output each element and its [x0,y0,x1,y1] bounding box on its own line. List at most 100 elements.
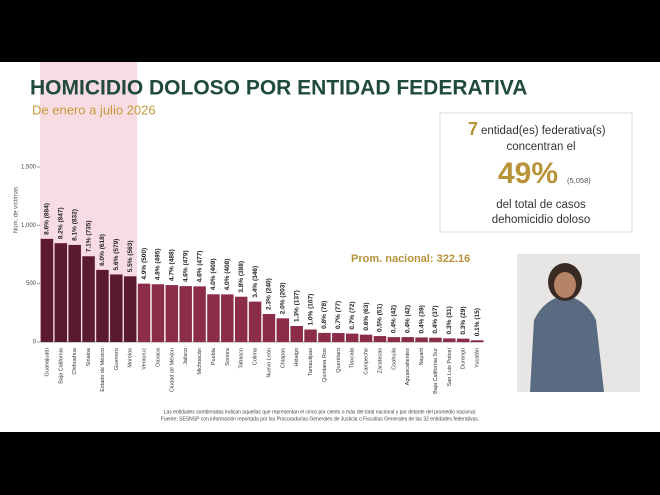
bar [456,338,470,342]
x-tick-label: Yucatán [475,348,481,368]
x-tick-label: Zacatecas [377,348,383,374]
bar [207,294,220,342]
chart-title: HOMICIDIO DOLOSO POR ENTIDAD FEDERATIVA [30,77,527,100]
x-tick-label: Puebla [211,347,217,365]
x-tick-label: Quintana Roo [322,348,328,382]
x-tick-label: Tlaxcala [350,347,356,368]
callout-count: 7 [468,119,478,139]
annotation: Prom. nacional: 322.16 [351,253,470,265]
bar [318,332,331,342]
x-tick-label: Chihuahua [72,347,78,375]
data-label: 4.6% (479) [182,250,189,282]
bar [165,285,179,342]
bar [429,337,442,342]
bar [332,333,345,342]
bar [359,334,373,342]
x-tick-label: Ciudad de México [169,348,175,392]
x-tick-label: Durango [461,348,467,369]
data-label: 5.6% (579) [113,239,120,271]
y-tick-label: 0 [33,340,37,346]
bar [373,336,387,342]
x-tick-label: Guerrero [114,348,120,370]
x-tick-label: Baja California [58,347,64,384]
callout-percent: 49% [498,157,558,190]
data-label: 8.1% (832) [71,209,78,241]
bar [151,284,165,342]
x-tick-label: Guanajuato [44,348,50,376]
x-tick-label: Nuevo León [266,348,272,378]
data-label: 4.6% (477) [196,251,203,283]
bar [470,340,484,342]
x-tick-label: Sinaloa [86,347,92,366]
bar [40,238,54,342]
bar [54,243,68,342]
data-label: 8.6% (884) [44,203,51,235]
data-label: 3.4% (346) [252,266,259,298]
data-label: 0.4% (39) [418,305,425,333]
callout-text: concentran el [506,141,575,153]
data-label: 0.4% (42) [404,305,411,333]
x-tick-label: Baja California Sur [433,348,439,394]
x-tick-label: Hidalgo [294,348,300,367]
bar [96,269,109,342]
data-label: 3.8% (388) [238,261,245,293]
callout-text: entidad(es) federativa(s) [481,125,606,137]
data-label: 0.8% (78) [321,301,328,329]
data-label: 4.7% (488) [169,249,176,281]
y-tick-label: 1,500 [21,165,37,171]
footnote: Las entidades sombreadas indican aquella… [164,409,477,415]
callout-box [439,112,633,233]
data-label: 5.5% (563) [127,241,134,273]
data-label: 0.1% (15) [474,308,481,336]
data-label: 7.1% (735) [85,220,92,252]
data-label: 4.8% (495) [155,248,162,280]
x-tick-label: Tamaulipas [308,348,314,376]
bar [276,318,290,342]
data-label: 0.4% (42) [391,305,398,333]
bar [262,314,276,342]
data-label: 4.9% (500) [141,248,148,280]
bar [123,276,137,342]
x-tick-label: Sonora [225,347,231,366]
y-tick-label: 500 [26,281,37,287]
bar [415,337,428,342]
data-label: 0.3% (31) [446,306,453,334]
y-axis-label: Núm. de víctimas [14,187,20,233]
data-label: 0.7% (77) [335,301,342,329]
data-label: 4.0% (408) [224,259,231,291]
x-tick-label: Oaxaca [155,347,161,367]
y-tick-label: 1,000 [21,223,37,229]
bar [193,286,206,342]
bar [110,274,123,342]
data-label: 1.0% (107) [307,294,314,326]
data-label: 0.7% (72) [349,301,356,329]
bar [345,333,359,342]
bar [179,286,192,342]
bar [68,244,81,342]
bar [290,326,303,342]
x-tick-label: Colima [253,347,259,365]
interpreter-video [517,254,640,392]
x-tick-label: Nayarit [419,348,425,366]
callout-total: (5,058) [567,176,591,185]
bar [234,296,248,342]
bar [443,338,456,342]
bar [82,256,95,342]
data-label: 4.0% (409) [210,258,217,290]
bar [401,337,414,342]
callout-text: del total de casos [496,199,586,211]
x-tick-label: Coahuila [391,347,397,370]
x-tick-label: Michoacán [197,348,203,375]
x-tick-label: Campeche [364,348,370,375]
data-label: 0.4% (37) [432,305,439,333]
data-label: 0.3% (29) [460,306,467,334]
callout-text: dehomicidio doloso [492,214,590,226]
interpreter-face [554,272,576,298]
bar [387,337,401,342]
data-label: 2.3% (240) [266,278,273,310]
x-tick-label: Tabasco [239,348,245,369]
data-label: 0.6% (63) [363,302,370,330]
data-label: 8.2% (847) [58,207,65,239]
